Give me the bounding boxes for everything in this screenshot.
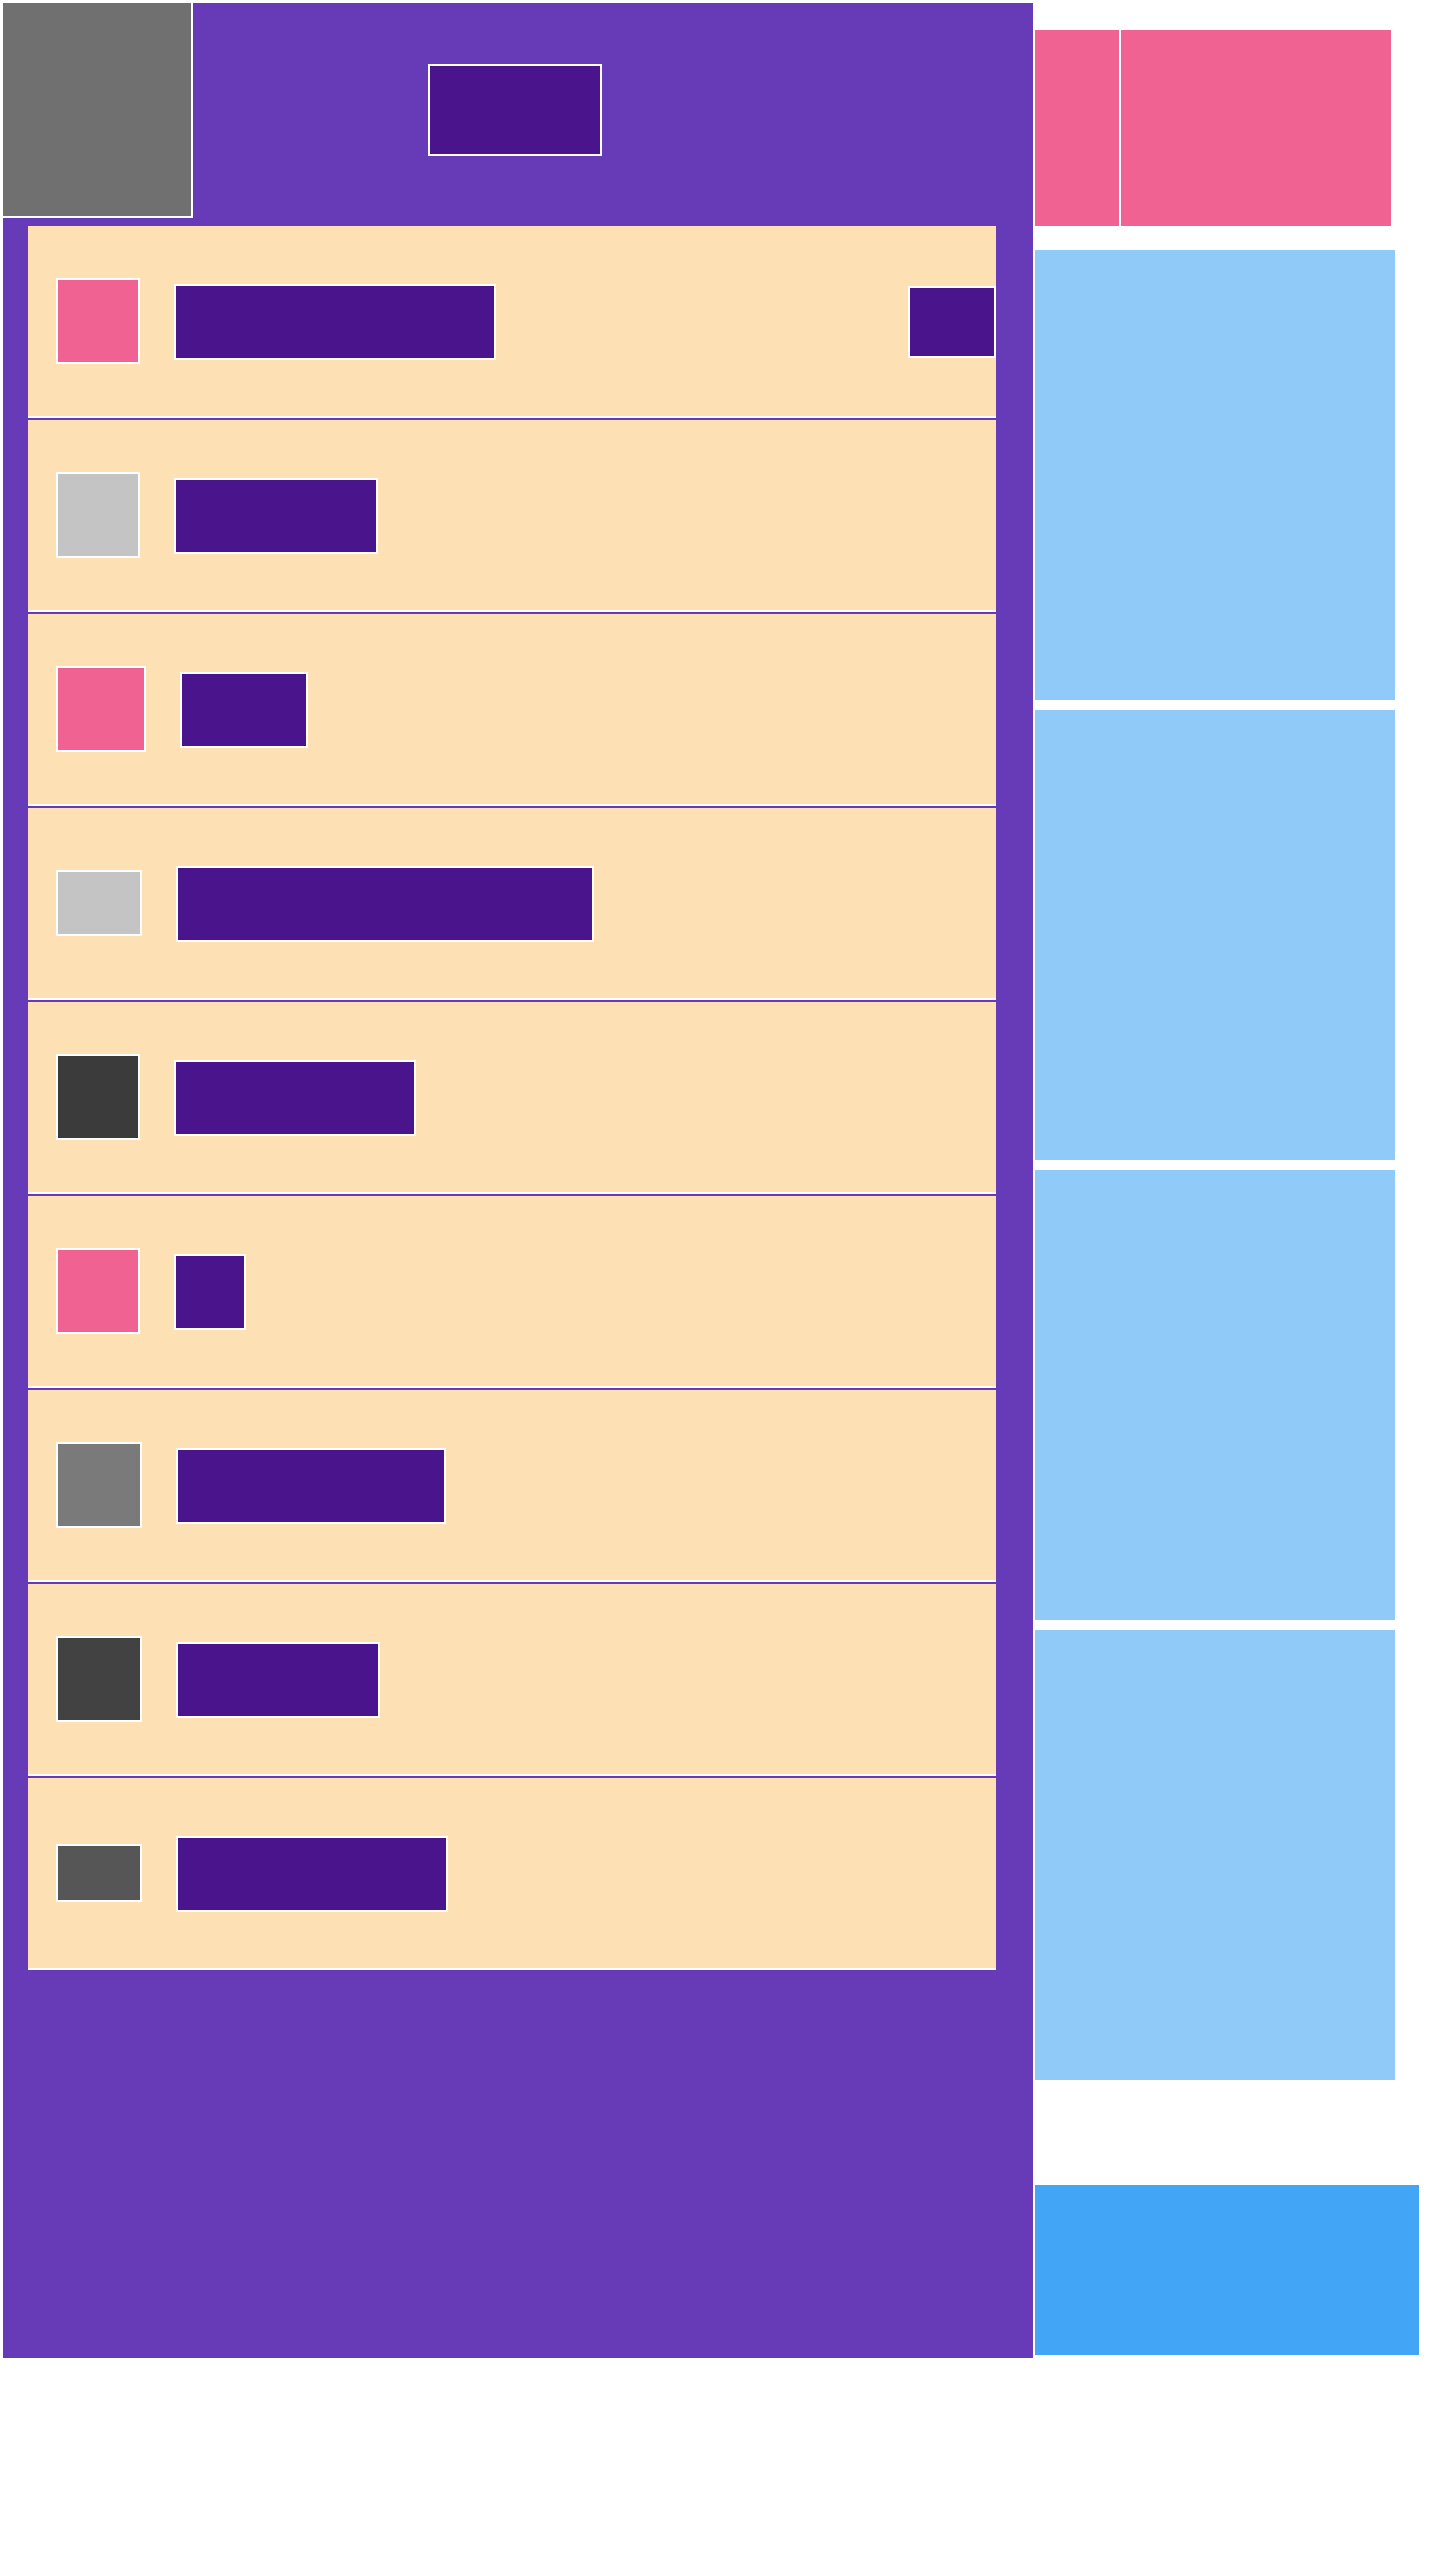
item-label bbox=[174, 478, 378, 554]
item-thumbnail bbox=[56, 870, 142, 936]
list-item[interactable] bbox=[28, 1196, 996, 1388]
item-label bbox=[176, 866, 594, 942]
item-thumbnail bbox=[56, 1054, 140, 1140]
list-item[interactable] bbox=[28, 808, 996, 1000]
item-label bbox=[174, 284, 496, 360]
item-thumbnail bbox=[56, 278, 140, 364]
list-item[interactable] bbox=[28, 1390, 996, 1582]
item-list bbox=[28, 226, 996, 1972]
item-thumbnail bbox=[56, 1248, 140, 1334]
sidebar-card[interactable] bbox=[1035, 1630, 1395, 2080]
list-item[interactable] bbox=[28, 226, 996, 418]
list-item[interactable] bbox=[28, 614, 996, 806]
item-label bbox=[174, 1254, 246, 1330]
item-label bbox=[180, 672, 308, 748]
item-thumbnail bbox=[56, 1442, 142, 1528]
item-thumbnail bbox=[56, 666, 146, 752]
item-action-button[interactable] bbox=[908, 286, 996, 358]
avatar-image[interactable] bbox=[3, 3, 193, 218]
item-label bbox=[176, 1642, 380, 1718]
bottom-action-button[interactable] bbox=[1035, 2185, 1419, 2355]
sidebar-card[interactable] bbox=[1035, 1170, 1395, 1620]
item-label bbox=[176, 1448, 446, 1524]
item-thumbnail bbox=[56, 472, 140, 558]
item-label bbox=[176, 1836, 448, 1912]
right-header-tile-large[interactable] bbox=[1121, 30, 1391, 226]
sidebar-card[interactable] bbox=[1035, 250, 1395, 700]
item-thumbnail bbox=[56, 1844, 142, 1902]
page-title bbox=[428, 64, 602, 156]
list-item[interactable] bbox=[28, 1778, 996, 1970]
sidebar-card[interactable] bbox=[1035, 710, 1395, 1160]
list-item[interactable] bbox=[28, 1584, 996, 1776]
item-thumbnail bbox=[56, 1636, 142, 1722]
list-item[interactable] bbox=[28, 1002, 996, 1194]
item-label bbox=[174, 1060, 416, 1136]
list-item[interactable] bbox=[28, 420, 996, 612]
right-header-tile-small[interactable] bbox=[1035, 30, 1119, 226]
